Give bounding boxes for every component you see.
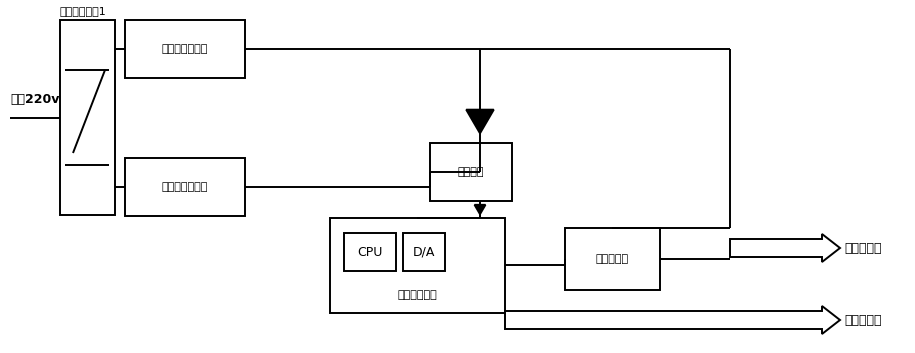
- Bar: [330, 218, 505, 313]
- Polygon shape: [475, 205, 486, 214]
- Bar: [565, 228, 660, 290]
- Bar: [125, 20, 245, 78]
- Text: D/A: D/A: [413, 245, 436, 258]
- Polygon shape: [467, 110, 494, 133]
- Text: 小信号供电电源: 小信号供电电源: [162, 182, 209, 192]
- Text: 大信号供电电源: 大信号供电电源: [162, 44, 209, 54]
- Bar: [344, 233, 396, 271]
- Text: 大信号输出: 大信号输出: [844, 241, 881, 255]
- Text: CPU: CPU: [358, 245, 382, 258]
- Bar: [403, 233, 445, 271]
- Text: 小信号输出: 小信号输出: [844, 313, 881, 327]
- Bar: [60, 20, 115, 215]
- Text: 波形合成单元: 波形合成单元: [397, 290, 436, 300]
- Polygon shape: [730, 234, 840, 262]
- Text: 分时供电开关1: 分时供电开关1: [60, 6, 107, 16]
- Text: 功率放大器: 功率放大器: [596, 254, 629, 264]
- Text: 降压电路: 降压电路: [458, 167, 484, 177]
- Bar: [125, 158, 245, 216]
- Polygon shape: [505, 306, 840, 334]
- Text: 交流220v: 交流220v: [10, 93, 59, 106]
- Bar: [430, 143, 512, 201]
